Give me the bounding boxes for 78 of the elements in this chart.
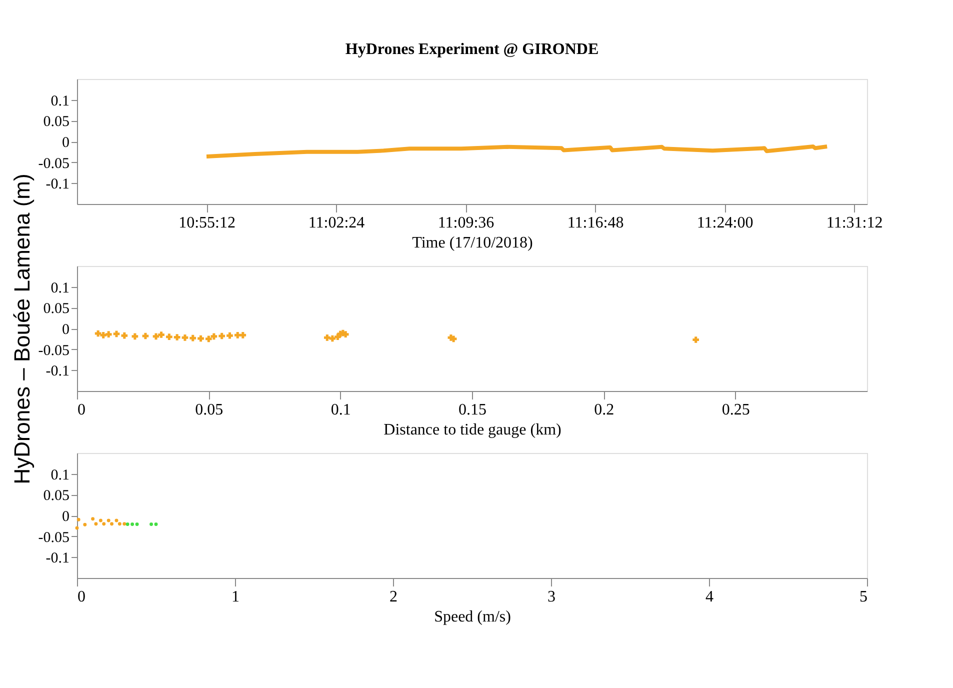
y-tick-label: 0.1 — [50, 93, 70, 110]
x-tick-label: 0.05 — [195, 402, 224, 418]
y-tick-label: -0.05 — [38, 342, 70, 359]
y-tick-label: 0.1 — [50, 467, 70, 484]
x-tick-label: 11:31:12 — [826, 214, 883, 232]
point — [329, 335, 336, 342]
point — [113, 330, 120, 338]
y-tick-label: -0.1 — [46, 364, 70, 380]
point — [152, 333, 160, 340]
x-tick-label: 11:16:48 — [567, 214, 624, 232]
point — [150, 522, 153, 526]
point — [100, 332, 106, 338]
point — [94, 522, 98, 526]
y-axis-title: HyDrones – Bouée Lamena (m) — [9, 174, 34, 484]
point — [692, 336, 699, 343]
point — [142, 332, 149, 340]
point — [190, 334, 196, 342]
y-tick-label: -0.1 — [46, 550, 70, 567]
x-tick-label: 0.25 — [722, 402, 750, 418]
y-tick-label: 0.1 — [50, 280, 70, 296]
y-tick-label: -0.1 — [46, 176, 70, 193]
x-tick-label: 0 — [78, 588, 86, 606]
x-tick-label: 10:55:12 — [178, 214, 236, 232]
point — [110, 522, 114, 526]
point — [182, 334, 188, 341]
point — [122, 522, 126, 526]
point — [210, 333, 218, 340]
point — [118, 522, 122, 526]
chart-title: HyDrones Experiment @ GIRONDE — [345, 41, 599, 58]
x-axis-title: Time (17/10/2018) — [412, 234, 533, 252]
point — [76, 518, 80, 522]
point — [174, 334, 180, 340]
x-tick-label: 3 — [548, 588, 556, 606]
point — [102, 522, 106, 526]
x-tick-label: 4 — [706, 588, 714, 606]
y-tick-label: 0 — [62, 509, 70, 525]
point — [114, 518, 118, 522]
x-tick-label: 0.2 — [594, 402, 614, 418]
point — [121, 332, 128, 339]
point — [98, 518, 102, 522]
point — [158, 332, 164, 338]
point — [166, 334, 172, 340]
point — [75, 526, 79, 530]
point — [324, 334, 330, 341]
y-tick-label: 0.05 — [43, 488, 70, 504]
point — [106, 518, 110, 522]
point — [218, 332, 225, 340]
y-tick-label: 0 — [62, 135, 70, 151]
point — [91, 517, 95, 521]
point — [132, 333, 138, 340]
line-series — [204, 144, 830, 158]
x-tick-label: 11:09:36 — [438, 214, 494, 232]
point — [154, 522, 158, 526]
x-tick-label: 1 — [232, 588, 240, 606]
y-tick-label: -0.05 — [38, 156, 70, 172]
x-tick-label: 5 — [860, 588, 868, 606]
x-tick-label: 0.15 — [458, 402, 486, 418]
point — [83, 522, 87, 526]
y-tick-label: 0.05 — [43, 301, 70, 318]
point — [94, 330, 102, 337]
x-axis-title: Speed (m/s) — [434, 608, 511, 626]
y-tick-label: -0.05 — [38, 530, 70, 546]
y-tick-label: 0 — [62, 322, 70, 338]
x-tick-label: 11:24:00 — [696, 214, 754, 232]
point — [240, 332, 246, 338]
x-tick-label: 2 — [390, 588, 398, 606]
point — [226, 332, 233, 339]
x-tick-label: 0.1 — [330, 402, 351, 418]
point — [206, 336, 212, 342]
point — [126, 522, 130, 526]
point — [105, 331, 112, 338]
x-tick-label: 11:02:24 — [308, 214, 365, 232]
point — [198, 335, 204, 342]
point — [135, 522, 139, 526]
y-tick-label: 0.05 — [43, 114, 70, 130]
x-tick-label: 0 — [78, 402, 86, 418]
point — [130, 522, 134, 526]
x-axis-title: Distance to tide gauge (km) — [384, 422, 562, 438]
